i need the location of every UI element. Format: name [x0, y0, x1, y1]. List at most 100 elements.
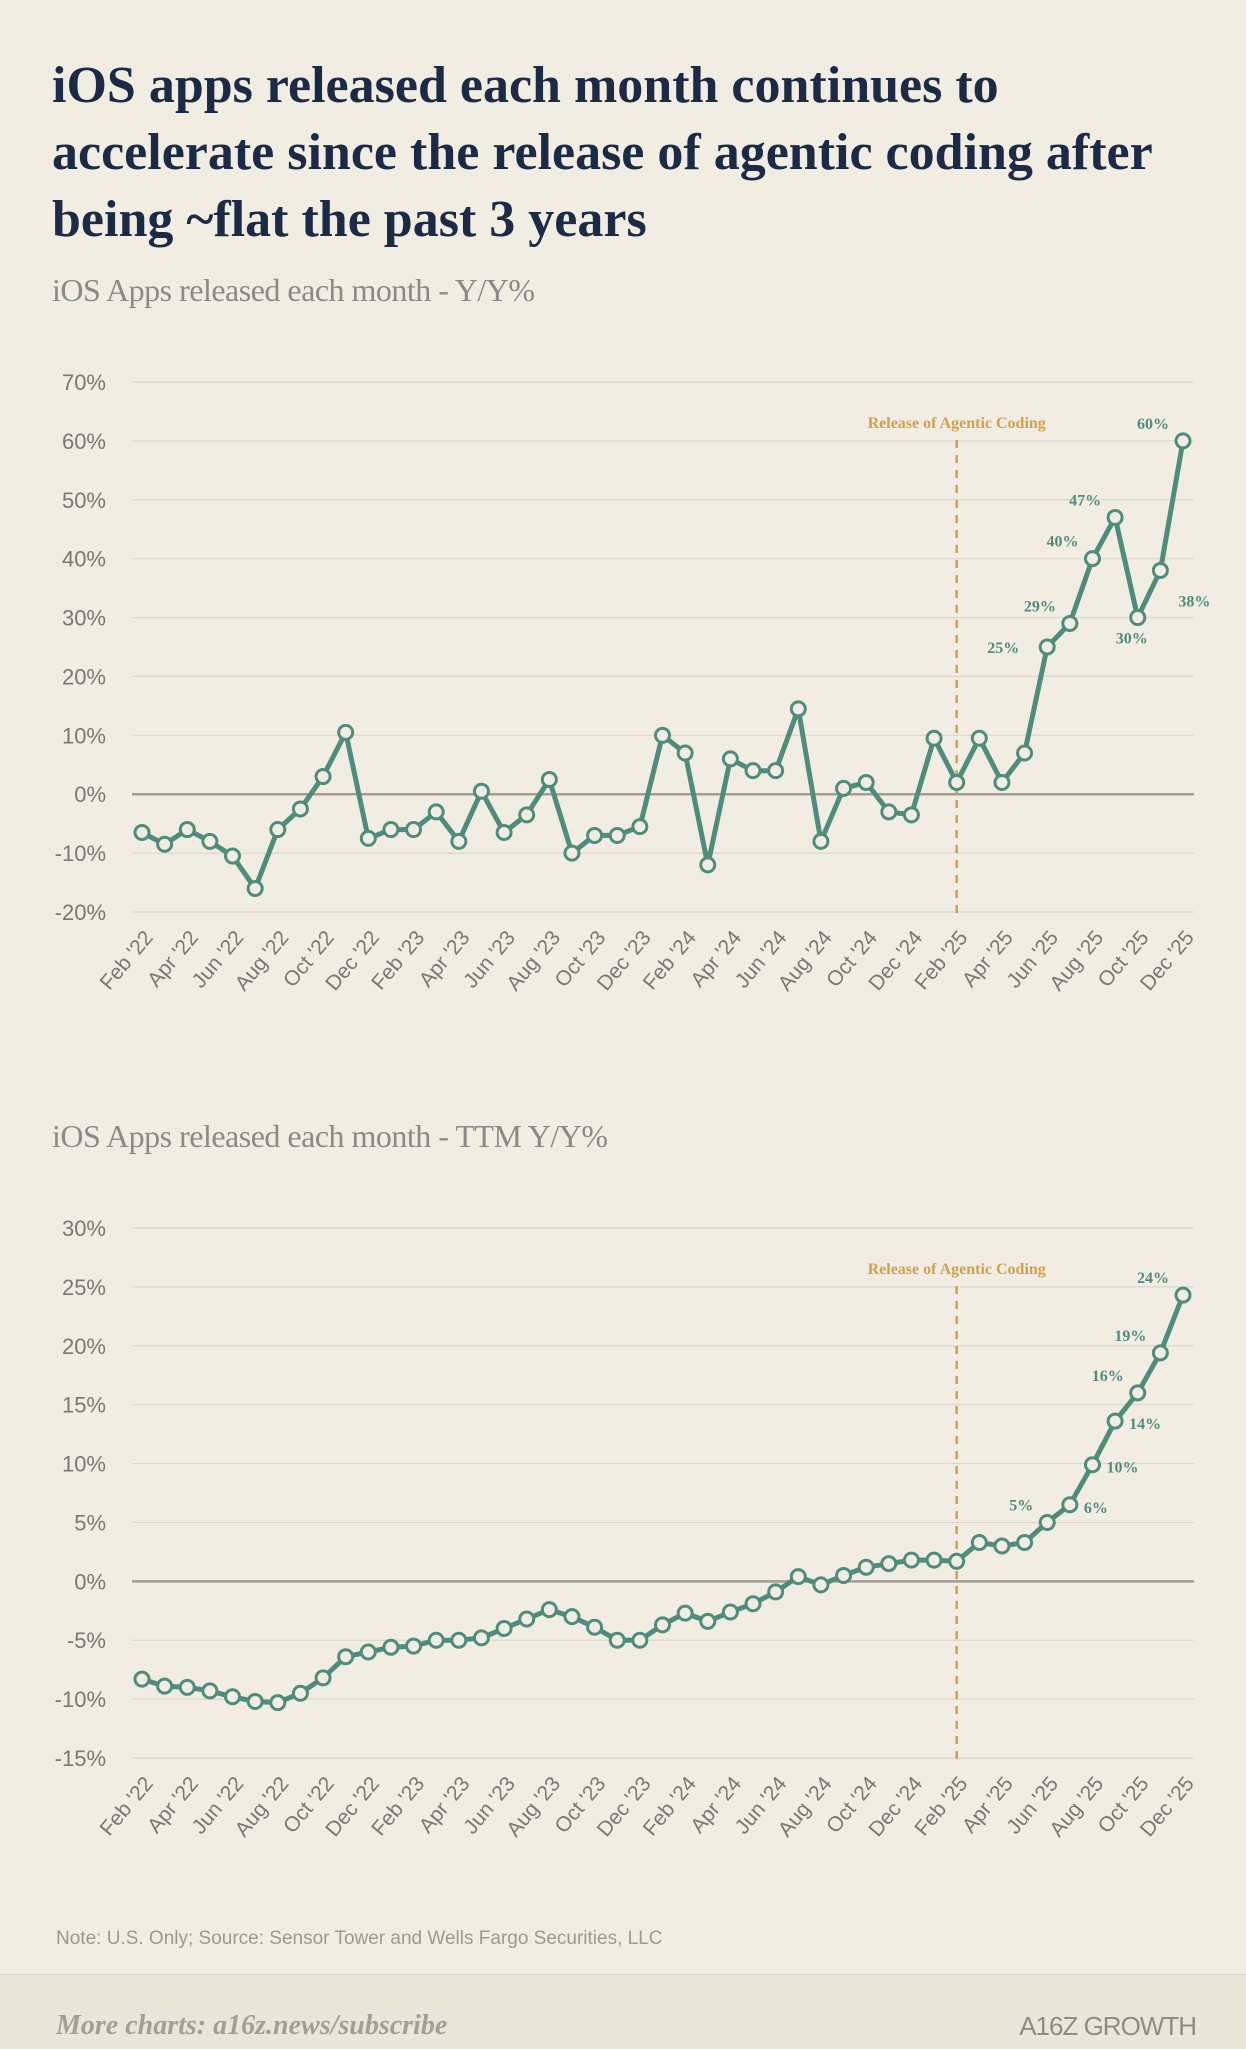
data-point: [224, 1688, 242, 1706]
data-point: [563, 1608, 581, 1626]
data-point: [925, 1551, 943, 1569]
data-point: [631, 818, 649, 836]
data-point: [699, 1612, 717, 1630]
brand-logo: A16Z GROWTH: [1019, 2011, 1197, 2041]
data-point: [382, 821, 400, 839]
y-tick-label: 70%: [62, 370, 106, 395]
y-tick-label: -10%: [55, 1687, 106, 1712]
y-tick-label: 50%: [62, 488, 106, 513]
data-point: [1106, 1412, 1124, 1430]
y-tick-label: 25%: [62, 1275, 106, 1300]
data-point: [1129, 609, 1147, 627]
data-point: [744, 762, 762, 780]
data-point: [405, 1637, 423, 1655]
data-point: [427, 1631, 445, 1649]
data-point: [948, 773, 966, 791]
data-point: [450, 1631, 468, 1649]
data-point: [314, 768, 332, 786]
data-point: [767, 1583, 785, 1601]
y-tick-label: -20%: [55, 900, 106, 925]
data-point: [880, 803, 898, 821]
data-point: [246, 1692, 264, 1710]
data-label: 24%: [1137, 1270, 1169, 1287]
data-point: [676, 744, 694, 762]
data-point: [540, 1601, 558, 1619]
data-point: [902, 806, 920, 824]
y-tick-label: 10%: [62, 723, 106, 748]
data-point: [1151, 1344, 1169, 1362]
data-label: 14%: [1129, 1416, 1161, 1433]
data-label: 38%: [1178, 593, 1210, 610]
data-point: [835, 1566, 853, 1584]
data-point: [540, 771, 558, 788]
data-point: [767, 762, 785, 780]
data-point: [1038, 638, 1056, 656]
x-tick-label: Feb '22: [96, 926, 158, 994]
footer-bar: [0, 1974, 1246, 2049]
source-note: Note: U.S. Only; Source: Sensor Tower an…: [56, 1928, 663, 1949]
data-point: [1083, 550, 1101, 568]
data-point: [925, 729, 943, 747]
data-point: [699, 856, 717, 874]
data-point: [970, 1533, 988, 1551]
subscribe-link[interactable]: More charts: a16z.news/subscribe: [56, 2010, 448, 2041]
data-label: 47%: [1069, 492, 1101, 509]
y-tick-label: 15%: [62, 1393, 106, 1418]
data-point: [246, 879, 264, 897]
y-tick-label: 30%: [62, 1216, 106, 1241]
data-point: [427, 803, 445, 821]
data-label: 6%: [1084, 1500, 1108, 1517]
data-point: [608, 1631, 626, 1649]
data-point: [563, 844, 581, 862]
data-point: [495, 1619, 513, 1637]
data-point: [156, 1677, 174, 1695]
data-point: [812, 832, 830, 850]
data-point: [291, 800, 309, 818]
data-point: [1083, 1456, 1101, 1474]
y-tick-label: 0%: [74, 1569, 106, 1594]
release-marker-label: Release of Agentic Coding: [868, 415, 1046, 432]
data-point: [405, 821, 423, 839]
data-point: [835, 779, 853, 797]
data-point: [201, 1682, 219, 1700]
data-label: 5%: [1009, 1497, 1033, 1514]
data-point: [1174, 1286, 1192, 1304]
data-point: [1061, 614, 1079, 632]
y-tick-label: 20%: [62, 1334, 106, 1359]
data-point: [269, 1694, 287, 1712]
data-point: [133, 1670, 151, 1688]
release-marker-label: Release of Agentic Coding: [868, 1261, 1046, 1278]
data-point: [201, 832, 219, 850]
data-label: 40%: [1046, 534, 1078, 551]
data-point: [1129, 1384, 1147, 1402]
data-point: [857, 1558, 875, 1576]
data-point: [721, 750, 739, 768]
data-point: [359, 1643, 377, 1661]
headline: iOS apps released each month continues t…: [52, 57, 1152, 248]
data-point: [654, 726, 671, 744]
data-point: [970, 729, 988, 747]
data-point: [1106, 508, 1124, 526]
data-label: 25%: [987, 640, 1019, 657]
data-point: [133, 824, 151, 841]
data-label: 16%: [1092, 1368, 1124, 1385]
data-point: [269, 821, 287, 839]
data-point: [382, 1638, 400, 1656]
y-tick-label: -10%: [55, 841, 106, 866]
data-point: [518, 806, 536, 824]
ttm-yoy-line-chart: -15%-10%-5%0%5%10%15%20%25%30%Feb '22Apr…: [55, 1216, 1199, 1841]
data-point: [359, 829, 377, 847]
data-point: [631, 1631, 649, 1649]
data-point: [224, 847, 242, 865]
data-point: [518, 1610, 536, 1628]
data-point: [902, 1551, 920, 1569]
data-point: [993, 1537, 1011, 1555]
y-tick-label: 60%: [62, 429, 106, 454]
data-point: [1038, 1513, 1056, 1531]
data-point: [586, 1618, 604, 1636]
data-point: [1151, 561, 1169, 579]
data-point: [993, 773, 1011, 791]
data-label: 10%: [1106, 1460, 1138, 1477]
data-point: [156, 835, 174, 853]
data-label: 60%: [1137, 416, 1169, 433]
